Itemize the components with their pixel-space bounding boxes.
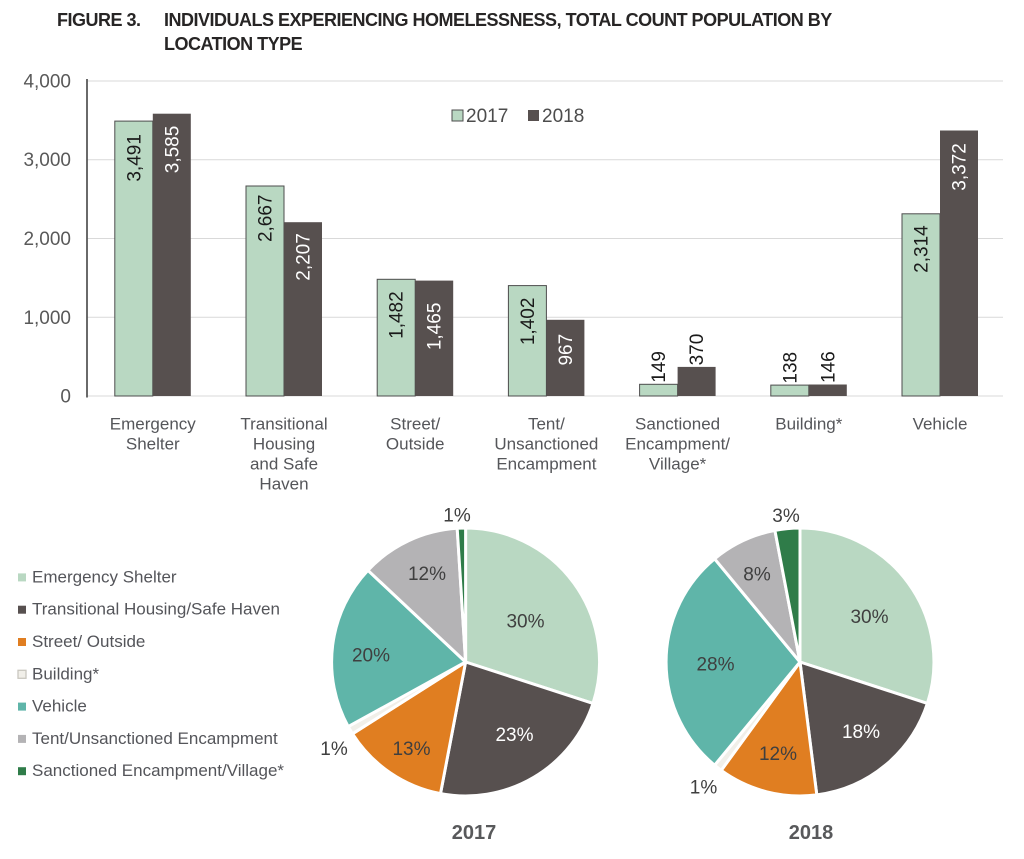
svg-text:Unsanctioned: Unsanctioned [494, 435, 598, 454]
svg-text:Village*: Village* [649, 455, 707, 474]
svg-text:Housing: Housing [253, 435, 315, 454]
svg-text:146: 146 [818, 351, 839, 383]
svg-text:FIGURE 3.: FIGURE 3. [57, 10, 141, 30]
svg-text:Street/: Street/ [390, 415, 440, 434]
svg-text:2,667: 2,667 [256, 195, 277, 243]
svg-text:2017: 2017 [466, 106, 508, 127]
svg-text:Building*: Building* [775, 415, 842, 434]
svg-text:Transitional Housing/Safe Have: Transitional Housing/Safe Haven [32, 600, 280, 619]
svg-text:Tent/: Tent/ [528, 415, 565, 434]
svg-text:149: 149 [649, 351, 670, 383]
svg-text:18%: 18% [842, 722, 880, 743]
svg-text:2,207: 2,207 [294, 233, 315, 281]
svg-text:2018: 2018 [542, 106, 584, 127]
svg-text:1,000: 1,000 [23, 308, 71, 329]
svg-text:Tent/Unsanctioned Encampment: Tent/Unsanctioned Encampment [32, 729, 278, 748]
svg-text:Sanctioned Encampment/Village*: Sanctioned Encampment/Village* [32, 761, 284, 780]
svg-text:Emergency Shelter: Emergency Shelter [32, 567, 177, 586]
svg-text:0: 0 [60, 387, 71, 408]
svg-text:Encampment: Encampment [496, 455, 596, 474]
svg-text:1%: 1% [443, 506, 471, 527]
svg-text:Emergency: Emergency [110, 415, 196, 434]
svg-text:23%: 23% [495, 725, 533, 746]
svg-text:30%: 30% [850, 607, 888, 628]
svg-text:138: 138 [780, 352, 801, 384]
svg-text:Building*: Building* [32, 664, 99, 683]
svg-text:LOCATION TYPE: LOCATION TYPE [164, 34, 303, 54]
svg-text:1,482: 1,482 [387, 291, 408, 339]
svg-text:4,000: 4,000 [23, 72, 71, 93]
svg-text:370: 370 [687, 334, 708, 366]
svg-text:2018: 2018 [789, 822, 834, 844]
svg-text:20%: 20% [352, 646, 390, 667]
svg-text:2017: 2017 [452, 822, 497, 844]
svg-text:Vehicle: Vehicle [913, 415, 968, 434]
svg-text:12%: 12% [408, 564, 446, 585]
svg-text:8%: 8% [743, 565, 771, 586]
svg-text:12%: 12% [759, 744, 797, 765]
svg-text:30%: 30% [506, 612, 544, 633]
svg-text:1,465: 1,465 [425, 303, 446, 351]
svg-text:1,402: 1,402 [518, 298, 539, 346]
svg-text:Vehicle: Vehicle [32, 697, 87, 716]
svg-text:Haven: Haven [259, 475, 308, 494]
svg-text:2,000: 2,000 [23, 229, 71, 250]
svg-text:Outside: Outside [386, 435, 445, 454]
svg-text:2,314: 2,314 [912, 225, 933, 273]
svg-text:INDIVIDUALS EXPERIENCING HOMEL: INDIVIDUALS EXPERIENCING HOMELESSNESS, T… [164, 10, 832, 30]
svg-text:Encampment/: Encampment/ [625, 435, 730, 454]
svg-text:and Safe: and Safe [250, 455, 318, 474]
svg-text:967: 967 [556, 334, 577, 366]
svg-text:13%: 13% [392, 739, 430, 760]
svg-text:28%: 28% [696, 655, 734, 676]
svg-text:Sanctioned: Sanctioned [635, 415, 720, 434]
svg-text:Transitional: Transitional [240, 415, 327, 434]
svg-text:1%: 1% [320, 739, 348, 760]
svg-text:Shelter: Shelter [126, 435, 180, 454]
svg-text:3,585: 3,585 [162, 126, 183, 174]
svg-text:3,000: 3,000 [23, 150, 71, 171]
svg-text:3,491: 3,491 [124, 134, 145, 182]
svg-text:3%: 3% [772, 506, 800, 527]
svg-text:1%: 1% [690, 778, 718, 799]
svg-text:Street/ Outside: Street/ Outside [32, 632, 145, 651]
svg-text:3,372: 3,372 [950, 143, 971, 191]
